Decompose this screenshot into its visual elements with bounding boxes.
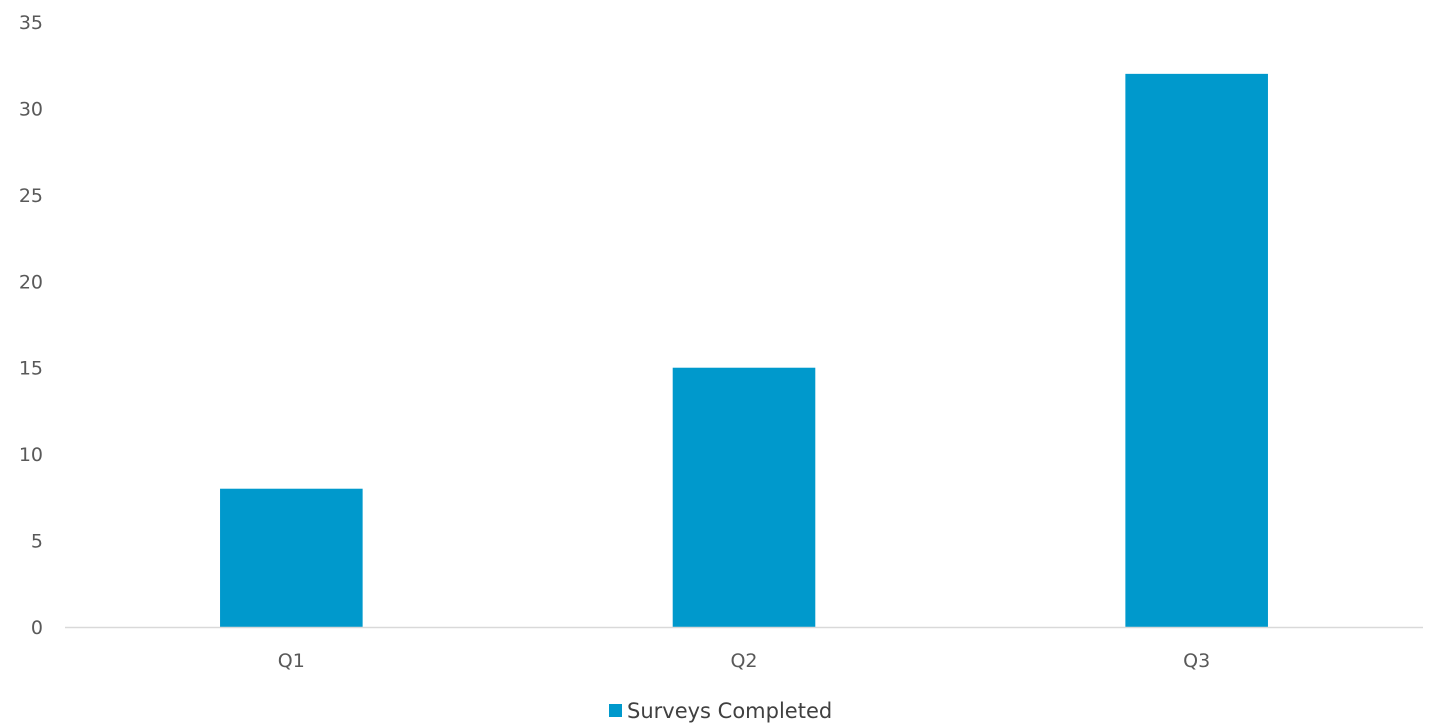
x-axis-ticks: Q1 Q2 Q3 xyxy=(278,650,1210,672)
y-tick-label: 25 xyxy=(19,185,43,207)
y-tick-label: 15 xyxy=(19,358,43,380)
y-axis-ticks: 0 5 10 15 20 25 30 35 xyxy=(19,12,43,639)
bar-q3 xyxy=(1125,73,1268,628)
x-tick-label-q2: Q2 xyxy=(730,650,757,672)
x-tick-label-q1: Q1 xyxy=(278,650,305,672)
y-tick-label: 0 xyxy=(31,617,43,639)
y-tick-label: 20 xyxy=(19,271,43,293)
legend-label-surveys-completed: Surveys Completed xyxy=(627,699,832,723)
y-tick-label: 10 xyxy=(19,444,43,466)
legend: Surveys Completed xyxy=(609,699,832,723)
y-tick-label: 35 xyxy=(19,12,43,34)
legend-swatch xyxy=(609,704,622,717)
y-tick-label: 5 xyxy=(31,531,43,553)
y-tick-label: 30 xyxy=(19,98,43,120)
bar-q1 xyxy=(220,488,363,627)
x-tick-label-q3: Q3 xyxy=(1183,650,1210,672)
bar-q2 xyxy=(672,367,816,627)
bars xyxy=(220,73,1268,628)
